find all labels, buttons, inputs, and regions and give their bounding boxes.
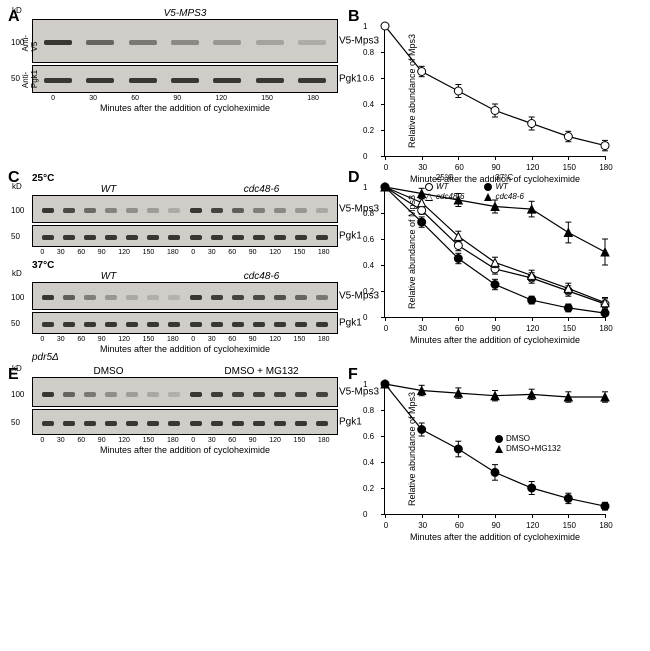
panel-f-label: F	[348, 366, 358, 384]
kd100-e: 100	[11, 390, 24, 399]
bands-a-pgk1	[33, 78, 337, 83]
blot-e-pgk1: 50 Pgk1	[32, 409, 338, 435]
blot-c25-pgk1: 50 Pgk1	[32, 225, 338, 247]
c-wt-label: WT	[32, 184, 185, 195]
kd100-c2: 100	[11, 293, 24, 302]
timepoints-e: 03060901201501800306090120150180	[32, 437, 338, 444]
e-mg132: DMSO + MG132	[185, 366, 338, 377]
c25-strains: WT cdc48-6	[32, 184, 338, 195]
c37-strains: WT cdc48-6	[32, 271, 338, 282]
bands-c25-v5	[33, 208, 337, 213]
kd-unit-e: kD	[12, 364, 22, 373]
c-mut-label: cdc48-6	[185, 184, 338, 195]
kd-unit-c2: kD	[12, 269, 22, 278]
leg-37: 37°C	[484, 173, 523, 182]
panel-b: B Relative abundance of Mps3 Minutes aft…	[348, 8, 628, 157]
panel-f: F Relative abundance of Mps3 Minutes aft…	[348, 366, 628, 515]
chart-b: Relative abundance of Mps3 Minutes after…	[384, 26, 605, 157]
pdr5-label: pdr5Δ	[32, 352, 59, 363]
blot-a-v5: 100 Anti-V5 V5-Mps3	[32, 19, 338, 63]
panel-e: E pdr5Δ DMSO DMSO + MG132 kD 100 V5-Mps3…	[8, 366, 338, 515]
panel-a: A V5-MPS3 kD 100 Anti-V5 V5-Mps3 50 Anti…	[8, 8, 338, 157]
kd-unit-c1: kD	[12, 182, 22, 191]
blot-c25-v5: 100 V5-Mps3	[32, 195, 338, 223]
kd-unit: kD	[12, 6, 22, 15]
temp-37: 37°C	[32, 260, 54, 271]
panel-a-strain: V5-MPS3	[32, 8, 338, 19]
kd-50: 50	[11, 74, 20, 83]
panel-c: C 25°C WT cdc48-6 kD 100 V5-Mps3 50 Pgk1…	[8, 169, 338, 354]
kd50-c1: 50	[11, 232, 20, 241]
row-cd: C 25°C WT cdc48-6 kD 100 V5-Mps3 50 Pgk1…	[8, 169, 642, 354]
kd50-c2: 50	[11, 319, 20, 328]
e-conditions: DMSO DMSO + MG132	[32, 366, 338, 377]
blot-e-v5: 100 V5-Mps3	[32, 377, 338, 407]
timepoints-c37: 03060901201501800306090120150180	[32, 336, 338, 343]
blot-c37-v5: 100 V5-Mps3	[32, 282, 338, 310]
timepoints-a: 0306090120150180	[32, 95, 338, 102]
bands-e-pgk1	[33, 421, 337, 426]
panel-b-label: B	[348, 8, 360, 26]
temp-25: 25°C	[32, 173, 54, 184]
blot-a-pgk1: 50 Anti-Pgk1 Pgk1	[32, 65, 338, 93]
bands-c37-v5	[33, 295, 337, 300]
leg-25: 25°C	[425, 173, 464, 182]
chart-d-xtitle: Minutes after the addition of cyclohexim…	[385, 335, 605, 345]
chart-d: Relative abundance of Mps3 Minutes after…	[384, 187, 605, 318]
panel-d-label: D	[348, 169, 360, 187]
xlabel-e: Minutes after the addition of cyclohexim…	[32, 445, 338, 455]
c-mut-label2: cdc48-6	[185, 271, 338, 282]
row-ab: A V5-MPS3 kD 100 Anti-V5 V5-Mps3 50 Anti…	[8, 8, 642, 157]
bands-c37-pgk1	[33, 322, 337, 327]
bands-a-v5	[33, 40, 337, 45]
xlabel-c: Minutes after the addition of cyclohexim…	[32, 344, 338, 354]
kd50-e: 50	[11, 418, 20, 427]
c-wt-label2: WT	[32, 271, 185, 282]
bands-e-v5	[33, 392, 337, 397]
panel-d: D Relative abundance of Mps3 Minutes aft…	[348, 169, 628, 354]
e-dmso: DMSO	[32, 366, 185, 377]
chart-f-xtitle: Minutes after the addition of cyclohexim…	[385, 532, 605, 542]
bands-c25-pgk1	[33, 235, 337, 240]
xlabel-a: Minutes after the addition of cyclohexim…	[32, 103, 338, 113]
kd100-c1: 100	[11, 206, 24, 215]
row-ef: E pdr5Δ DMSO DMSO + MG132 kD 100 V5-Mps3…	[8, 366, 642, 515]
chart-f: Relative abundance of Mps3 Minutes after…	[384, 384, 605, 515]
timepoints-c25: 03060901201501800306090120150180	[32, 249, 338, 256]
blot-c37-pgk1: 50 Pgk1	[32, 312, 338, 334]
